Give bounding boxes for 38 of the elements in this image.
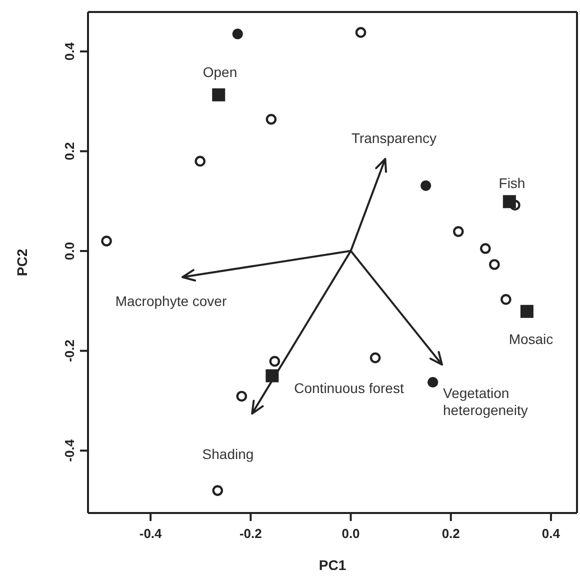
point <box>370 352 381 364</box>
y-tick-label: 0.0 <box>62 242 77 260</box>
point <box>232 28 243 40</box>
point <box>269 356 280 367</box>
point <box>194 156 206 167</box>
point <box>101 236 112 246</box>
y-tick-label: 0.4 <box>62 42 77 60</box>
x-tick-label: 0.4 <box>542 526 561 542</box>
annotation: Continuous forest <box>294 380 404 396</box>
x-tick-label: 0.0 <box>342 526 360 542</box>
point <box>420 180 432 191</box>
point <box>452 226 464 237</box>
point <box>480 243 491 254</box>
annotation: Mosaic <box>508 331 554 347</box>
annotation: Shading <box>202 446 254 462</box>
point <box>500 294 512 305</box>
point <box>489 259 500 270</box>
point <box>266 114 277 125</box>
x-tick-label: -0.4 <box>139 526 163 542</box>
point <box>520 304 534 318</box>
point <box>212 88 226 102</box>
annotation: Vegetation heterogeneity <box>443 385 528 418</box>
point <box>236 390 248 402</box>
point <box>502 195 516 208</box>
y-tick-label: -0.2 <box>62 340 77 362</box>
annotation: Macrophyte cover <box>115 293 227 309</box>
y-axis-title: PC2 <box>14 248 30 276</box>
x-tick-label: -0.2 <box>239 526 262 542</box>
annotation: Fish <box>498 175 526 191</box>
annotation: Open <box>202 64 238 80</box>
point <box>355 27 366 38</box>
point <box>212 485 224 496</box>
x-axis-title: PC1 <box>318 557 346 573</box>
annotation: Transparency <box>351 130 437 146</box>
y-tick-label: 0.2 <box>62 142 77 160</box>
x-tick-label: 0.2 <box>442 526 460 542</box>
point <box>428 376 438 388</box>
y-tick-label: -0.4 <box>62 438 77 462</box>
